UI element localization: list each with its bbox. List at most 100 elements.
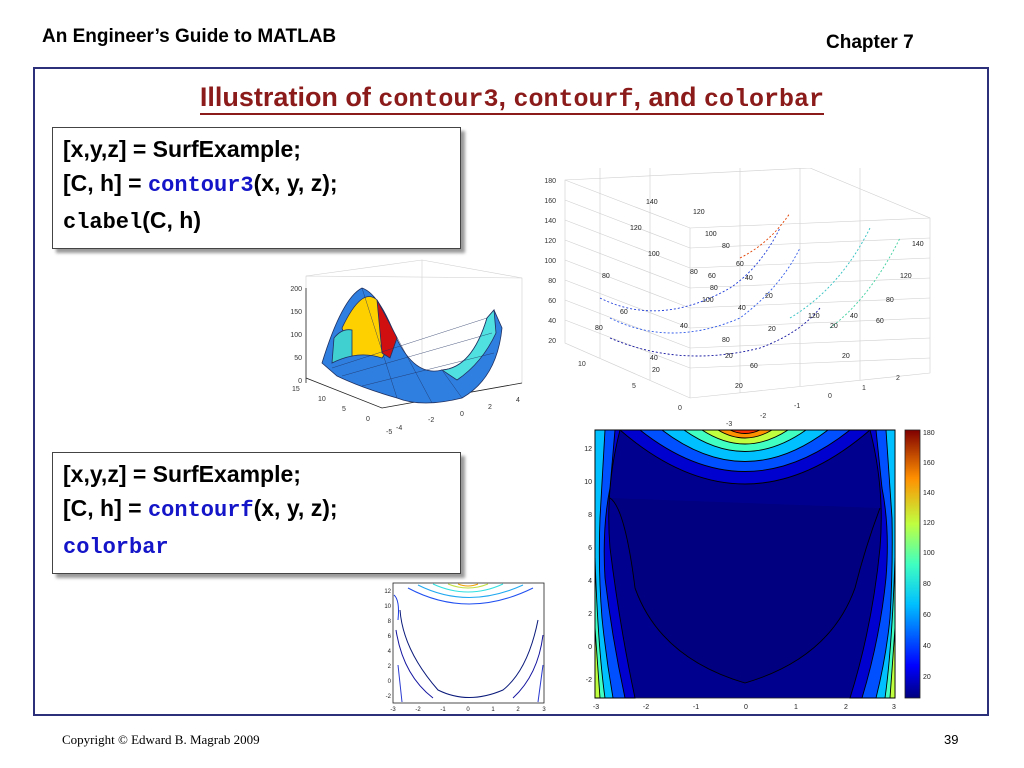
code-line: colorbar: [63, 535, 169, 560]
surface-x-ticks: -4 -2 0 2 4: [396, 397, 520, 432]
tick-label: 0: [588, 644, 592, 651]
contour3-plot: 140 120 120 100 100 80 80 80 60 40 20 20…: [544, 168, 931, 428]
book-title: An Engineer’s Guide to MATLAB: [42, 26, 337, 47]
contour-label: 20: [768, 326, 776, 333]
surface-z-ticks: 200 150 100 50 0: [290, 286, 302, 385]
contour3-y-ticks: 10 5 0: [578, 361, 682, 412]
contour-label: 60: [876, 318, 884, 325]
contour-label: 20: [842, 353, 850, 360]
tick-label: 0: [298, 378, 302, 385]
tick-label: 60: [923, 612, 931, 619]
slide-frame: [33, 67, 989, 716]
colorbar-ticks: 180 160 140 120 100 80 60 40 20: [923, 430, 935, 681]
tick-label: 10: [584, 479, 592, 486]
tick-label: 100: [290, 332, 302, 339]
contour-label: 40: [680, 323, 688, 330]
tick-label: 3: [892, 704, 896, 711]
contour-label: 100: [648, 251, 660, 258]
tick-label: 2: [388, 664, 392, 670]
small-x-ticks: -3 -2 -1 0 1 2 3: [390, 707, 546, 713]
tick-label: 1: [491, 707, 495, 713]
contour3-labels: 140 120 120 100 100 80 80 80 60 40 20 20…: [595, 199, 924, 390]
contour3-x-ticks: -3 -2 -1 0 1 2: [726, 375, 900, 428]
tick-label: 50: [294, 355, 302, 362]
tick-label: -2: [760, 413, 766, 420]
contour-label: 20: [725, 353, 733, 360]
tick-label: 12: [384, 589, 391, 595]
contour-label: 80: [690, 269, 698, 276]
tick-label: -3: [390, 707, 396, 713]
tick-label: 160: [923, 460, 935, 467]
tick-label: 5: [342, 406, 346, 413]
code-box-contourf: [x,y,z] = SurfExample; [C, h] = contourf…: [52, 452, 461, 574]
code-line: [x,y,z] = SurfExample;: [63, 136, 301, 162]
contourf-y-ticks: 12 10 8 6 4 2 0 -2: [584, 446, 592, 684]
contour-label: 120: [900, 273, 912, 280]
tick-label: 200: [290, 286, 302, 293]
tick-label: 10: [318, 396, 326, 403]
contour-label: 80: [722, 337, 730, 344]
colorbar: [904, 429, 921, 699]
tick-label: -3: [593, 704, 599, 711]
contour-label: 40: [850, 313, 858, 320]
contour-label: 60: [708, 273, 716, 280]
page-number: 39: [944, 732, 959, 747]
tick-label: 180: [923, 430, 935, 437]
tick-label: 40: [923, 643, 931, 650]
tick-label: -2: [386, 694, 392, 700]
contourf-x-ticks: -3 -2 -1 0 1 2 3: [593, 704, 896, 711]
tick-label: 2: [896, 375, 900, 382]
contour-label: 80: [710, 285, 718, 292]
tick-label: 0: [678, 405, 682, 412]
tick-label: -1: [693, 704, 699, 711]
tick-label: 0: [366, 416, 370, 423]
tick-label: 0: [744, 704, 748, 711]
tick-label: 60: [548, 298, 556, 305]
tick-label: 2: [844, 704, 848, 711]
tick-label: 2: [516, 707, 520, 713]
surface-plot: 200 150 100 50 0 15 10 5 0 -5 -4 -2 0 2 …: [290, 259, 523, 436]
code-line: [x,y,z] = SurfExample;: [63, 461, 301, 487]
tick-label: 180: [544, 178, 556, 185]
code-box-contour3: [x,y,z] = SurfExample; [C, h] = contour3…: [52, 127, 461, 249]
tick-label: 15: [292, 386, 300, 393]
tick-label: 40: [548, 318, 556, 325]
tick-label: 20: [923, 674, 931, 681]
code-line: [C, h] = contourf(x, y, z);: [63, 495, 338, 523]
slide-title: Illustration of contour3, contourf, and …: [199, 82, 825, 115]
tick-label: 160: [544, 198, 556, 205]
tick-label: -5: [386, 429, 392, 436]
tick-label: 6: [388, 634, 392, 640]
tick-label: -1: [794, 403, 800, 410]
contour-label: 120: [693, 209, 705, 216]
contour-label: 40: [738, 305, 746, 312]
code-line: clabel(C, h): [63, 207, 201, 235]
tick-label: 140: [923, 490, 935, 497]
contourf-plot: 12 10 8 6 4 2 0 -2 -3 -2 -1 0 1 2 3 180 …: [584, 429, 935, 711]
tick-label: 2: [588, 611, 592, 618]
tick-label: -4: [396, 425, 402, 432]
tick-label: 4: [588, 578, 592, 585]
contour3-z-ticks: 180 160 140 120 100 80 60 40 20: [544, 178, 556, 345]
contour-label: 40: [650, 355, 658, 362]
contour-label: 100: [702, 297, 714, 304]
contour-label: 40: [745, 275, 753, 282]
tick-label: 140: [544, 218, 556, 225]
tick-label: 3: [542, 707, 546, 713]
tick-label: 4: [388, 649, 392, 655]
contour-label: 120: [808, 313, 820, 320]
tick-label: 100: [544, 258, 556, 265]
tick-label: 80: [923, 581, 931, 588]
tick-label: 120: [544, 238, 556, 245]
tick-label: 0: [388, 679, 392, 685]
tick-label: 8: [388, 619, 392, 625]
tick-label: -3: [726, 421, 732, 428]
contour-label: 140: [646, 199, 658, 206]
code-line: [C, h] = contour3(x, y, z);: [63, 170, 338, 198]
contour-label: 140: [912, 241, 924, 248]
tick-label: 150: [290, 309, 302, 316]
tick-label: 0: [460, 411, 464, 418]
tick-label: -2: [415, 707, 421, 713]
contour-label: 80: [595, 325, 603, 332]
tick-label: 1: [862, 385, 866, 392]
